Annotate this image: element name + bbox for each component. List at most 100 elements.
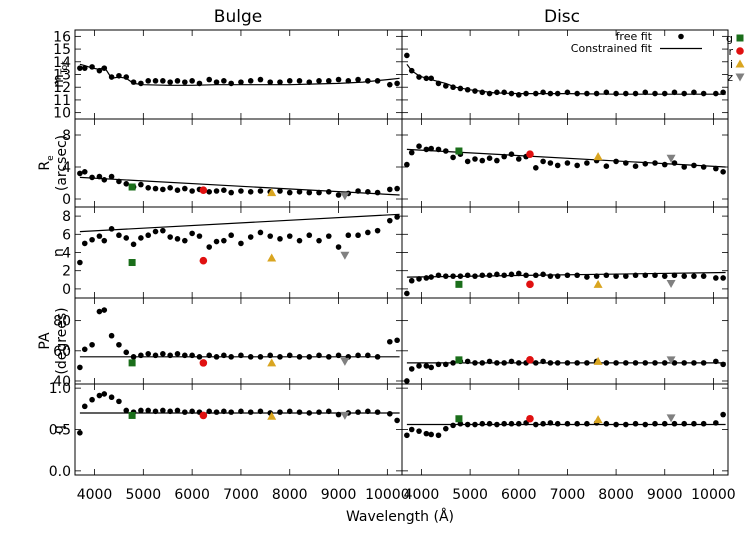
free-fit-point-mtot-disc xyxy=(584,90,590,97)
free-fit-point-mtot-disc xyxy=(713,90,719,97)
free-fit-point-re-bulge xyxy=(247,189,254,195)
free-fit-point-q-bulge xyxy=(189,408,195,415)
free-fit-point-q-disc xyxy=(603,420,610,427)
free-fit-point-re-disc xyxy=(564,160,571,166)
free-fit-point-pa-bulge xyxy=(374,354,381,360)
free-fit-point-n-bulge xyxy=(386,217,393,224)
free-fit-point-pa-bulge xyxy=(81,346,88,353)
free-fit-point-n-disc xyxy=(713,275,719,281)
free-fit-point-mtot-bulge xyxy=(152,78,159,84)
x-tick-label: 8000 xyxy=(598,487,634,503)
free-fit-point-q-disc xyxy=(574,420,580,427)
free-fit-point-pa-bulge xyxy=(160,351,166,357)
panel-frame-n-disc xyxy=(401,206,729,299)
free-fit-point-mtot-disc xyxy=(661,90,668,97)
free-fit-point-n-bulge xyxy=(277,236,283,242)
free-fit-point-n-disc xyxy=(464,272,471,279)
series-mtot-bulge xyxy=(77,63,400,88)
x-tick-label: 5000 xyxy=(452,487,488,503)
free-fit-point-q-bulge xyxy=(286,408,293,415)
free-fit-point-pa-bulge xyxy=(355,352,361,359)
free-fit-point-n-bulge xyxy=(196,233,203,239)
x-tick-label: 4000 xyxy=(404,487,440,503)
free-fit-point-q-disc xyxy=(547,420,554,426)
free-fit-point-re-disc xyxy=(428,145,434,152)
free-fit-point-pa-bulge xyxy=(277,354,283,360)
free-fit-point-pa-bulge xyxy=(386,338,393,345)
free-fit-point-q-bulge xyxy=(89,396,95,403)
free-fit-point-mtot-bulge xyxy=(335,76,342,83)
y-axis-label-n-main: n xyxy=(51,248,67,257)
band-legend-label-z: z xyxy=(727,71,733,84)
free-fit-point-re-disc xyxy=(623,160,629,166)
free-fit-point-n-disc xyxy=(564,272,571,279)
free-fit-point-mtot-disc xyxy=(486,90,493,97)
free-fit-point-pa-bulge xyxy=(196,354,203,360)
free-fit-point-n-disc xyxy=(623,273,629,279)
free-fit-point-mtot-bulge xyxy=(116,72,122,79)
free-fit-point-mtot-bulge xyxy=(174,78,181,84)
free-fit-point-pa-disc xyxy=(564,360,571,366)
band-point-z-pa-bulge xyxy=(340,357,350,366)
free-fit-point-pa-disc xyxy=(700,360,707,366)
band-point-z-n-disc xyxy=(666,279,676,288)
free-fit-point-mtot-disc xyxy=(428,75,434,82)
free-fit-point-pa-bulge xyxy=(123,349,130,356)
free-fit-point-q-disc xyxy=(428,431,434,438)
free-fit-point-n-bulge xyxy=(316,237,322,244)
free-fit-point-n-disc xyxy=(574,272,580,279)
free-fit-point-mtot-disc xyxy=(457,85,464,92)
free-fit-point-re-disc xyxy=(435,146,442,153)
free-fit-point-q-disc xyxy=(423,430,430,437)
band-point-z-re-disc xyxy=(666,154,676,163)
free-fit-point-n-bulge xyxy=(257,229,264,236)
free-fit-point-mtot-bulge xyxy=(267,79,274,85)
free-fit-point-re-bulge xyxy=(174,187,181,193)
free-fit-point-n-disc xyxy=(457,273,464,279)
free-fit-point-n-disc xyxy=(404,290,410,297)
y-tick-label: 11 xyxy=(53,93,71,109)
free-fit-point-n-disc xyxy=(540,271,546,278)
free-fit-point-n-bulge xyxy=(286,233,293,239)
free-fit-point-pa-bulge xyxy=(206,352,213,359)
free-fit-point-n-bulge xyxy=(228,232,234,239)
free-fit-point-pa-bulge xyxy=(306,354,313,360)
x-tick-label: 8000 xyxy=(272,487,308,503)
free-fit-point-re-disc xyxy=(632,163,639,169)
free-fit-point-q-disc xyxy=(450,422,456,429)
free-fit-point-re-disc xyxy=(408,149,415,156)
free-fit-point-mtot-bulge xyxy=(247,78,254,84)
panel-pa-bulge: 40 60 80 xyxy=(53,297,403,390)
panel-q-disc: 4000 5000 6000 7000 8000 9000 10000 xyxy=(401,383,736,503)
free-fit-point-q-disc xyxy=(661,420,668,427)
free-fit-point-mtot-disc xyxy=(472,88,478,94)
series-pa-disc xyxy=(404,356,726,384)
panel-frame-re-bulge xyxy=(74,118,403,208)
band-point-g-q-disc xyxy=(455,415,463,423)
band-point-i-pa-bulge xyxy=(267,358,277,367)
free-fit-point-n-disc xyxy=(632,272,639,279)
y-axis-label-mtot: mTot xyxy=(51,61,70,88)
free-fit-point-re-bulge xyxy=(77,170,83,177)
free-fit-point-pa-disc xyxy=(435,361,442,368)
free-fit-point-pa-bulge xyxy=(130,354,137,360)
free-fit-point-pa-bulge xyxy=(77,364,83,371)
free-fit-point-re-disc xyxy=(652,160,658,166)
free-fit-point-pa-disc xyxy=(671,360,678,366)
free-fit-point-n-bulge xyxy=(160,227,166,234)
free-fit-point-mtot-bulge xyxy=(77,65,83,71)
free-fit-point-mtot-bulge xyxy=(130,79,137,85)
y-tick-label: 0.5 xyxy=(49,423,71,439)
free-fit-point-re-disc xyxy=(494,157,500,164)
free-fit-point-mtot-bulge xyxy=(316,78,322,84)
free-fit-point-re-bulge xyxy=(238,188,244,194)
panel-frame-mtot-bulge xyxy=(74,29,403,120)
free-fit-point-pa-disc xyxy=(486,358,493,365)
free-fit-point-pa-disc xyxy=(613,360,619,366)
free-fit-point-pa-disc xyxy=(574,360,580,366)
free-fit-point-mtot-bulge xyxy=(101,65,108,71)
free-fit-point-pa-bulge xyxy=(189,352,195,359)
free-fit-point-re-disc xyxy=(442,148,449,154)
band-legend-marker-g xyxy=(736,34,744,42)
